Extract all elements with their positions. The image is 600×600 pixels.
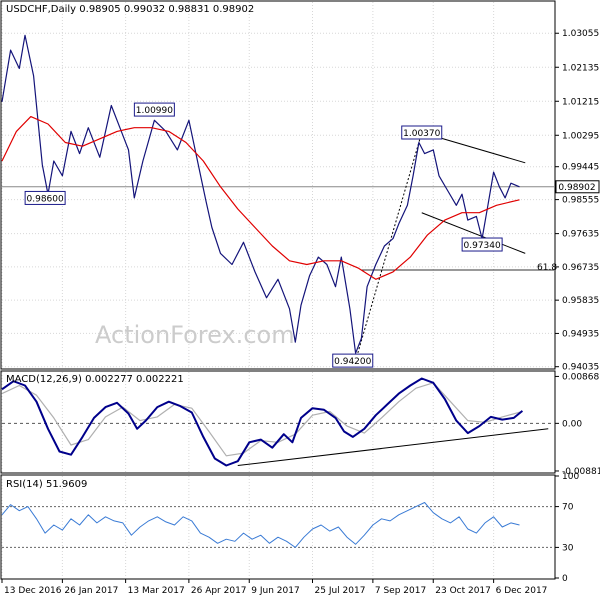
price-tick-label: 0.94935 <box>562 329 599 339</box>
price-tick-label: 0.97635 <box>562 230 599 240</box>
x-tick-label: 25 Jul 2017 <box>315 586 366 596</box>
price-tick-label: 0.96735 <box>562 263 599 273</box>
watermark: ActionForex.com <box>95 321 295 349</box>
rsi-tick-label: 70 <box>562 503 574 513</box>
last-price-badge <box>555 180 600 194</box>
price-level-box <box>24 190 66 205</box>
price-level-label: 1.00990 <box>136 106 173 116</box>
x-tick-label: 13 Mar 2017 <box>128 586 185 596</box>
macd-tick-label: 0.00 <box>562 419 582 429</box>
price-tick-label: 1.00295 <box>562 131 599 141</box>
x-tick-label: 26 Apr 2017 <box>191 586 247 596</box>
grid-lines <box>1 2 559 583</box>
price-level-box <box>401 125 443 140</box>
x-tick-label: 9 Jun 2017 <box>251 586 299 596</box>
x-tick-label: 23 Oct 2017 <box>435 586 491 596</box>
price-panel-frame <box>0 0 556 370</box>
price-tick-label: 1.02135 <box>562 63 599 73</box>
macd-tick-label: -0.00881 <box>562 467 600 477</box>
rsi-line <box>1 502 520 548</box>
rsi-tick-label: 100 <box>562 472 579 482</box>
series-lines <box>1 34 524 548</box>
macd-panel-frame <box>0 370 556 474</box>
macd-trendline <box>237 428 549 467</box>
price-trendline <box>421 212 526 254</box>
macd-tick-label: 0.00868 <box>562 372 599 382</box>
price-header: USDCHF,Daily 0.98905 0.99032 0.98831 0.9… <box>6 4 254 15</box>
macd-header: MACD(12,26,9) 0.002277 0.002221 <box>6 374 184 385</box>
rsi-panel-frame <box>0 474 556 580</box>
price-level-label: 0.94200 <box>334 357 371 367</box>
price-trendline <box>355 132 423 361</box>
price-level-box <box>461 237 503 252</box>
price-level-label: 1.00370 <box>403 129 440 139</box>
price-tick-label: 1.01215 <box>562 97 599 107</box>
macd-signal-line <box>1 382 523 457</box>
rsi-tick-label: 30 <box>562 543 574 553</box>
labels: 1.03055 1.02135 1.01215 1.00295 0.99445 0.985… <box>4 29 600 596</box>
price-tick-label: 0.99445 <box>562 163 599 173</box>
x-tick-label: 13 Dec 2016 <box>4 586 62 596</box>
price-level-box <box>332 353 374 368</box>
x-tick-label: 6 Dec 2017 <box>496 586 548 596</box>
x-tick-label: 7 Sep 2017 <box>375 586 426 596</box>
macd-line <box>1 377 524 467</box>
annotation-lines <box>2 132 554 548</box>
rsi-tick-label: 0 <box>562 574 568 584</box>
last-price-value: 0.98902 <box>558 183 595 193</box>
price-tick-label: 0.94035 <box>562 363 599 373</box>
rsi-header: RSI(14) 51.9609 <box>6 479 87 490</box>
price-level-label: 0.98600 <box>27 194 64 204</box>
price-level-label: 0.97340 <box>464 241 501 251</box>
price-tick-label: 1.03055 <box>562 29 599 39</box>
fib-label: 61.8 <box>537 263 557 273</box>
price-tick-label: 0.98555 <box>562 196 599 206</box>
x-tick-label: 26 Jan 2017 <box>64 586 118 596</box>
moving-average-line <box>1 115 520 280</box>
price-series-line <box>1 34 520 354</box>
price-tick-label: 0.95835 <box>562 296 599 306</box>
price-level-box <box>133 102 175 117</box>
